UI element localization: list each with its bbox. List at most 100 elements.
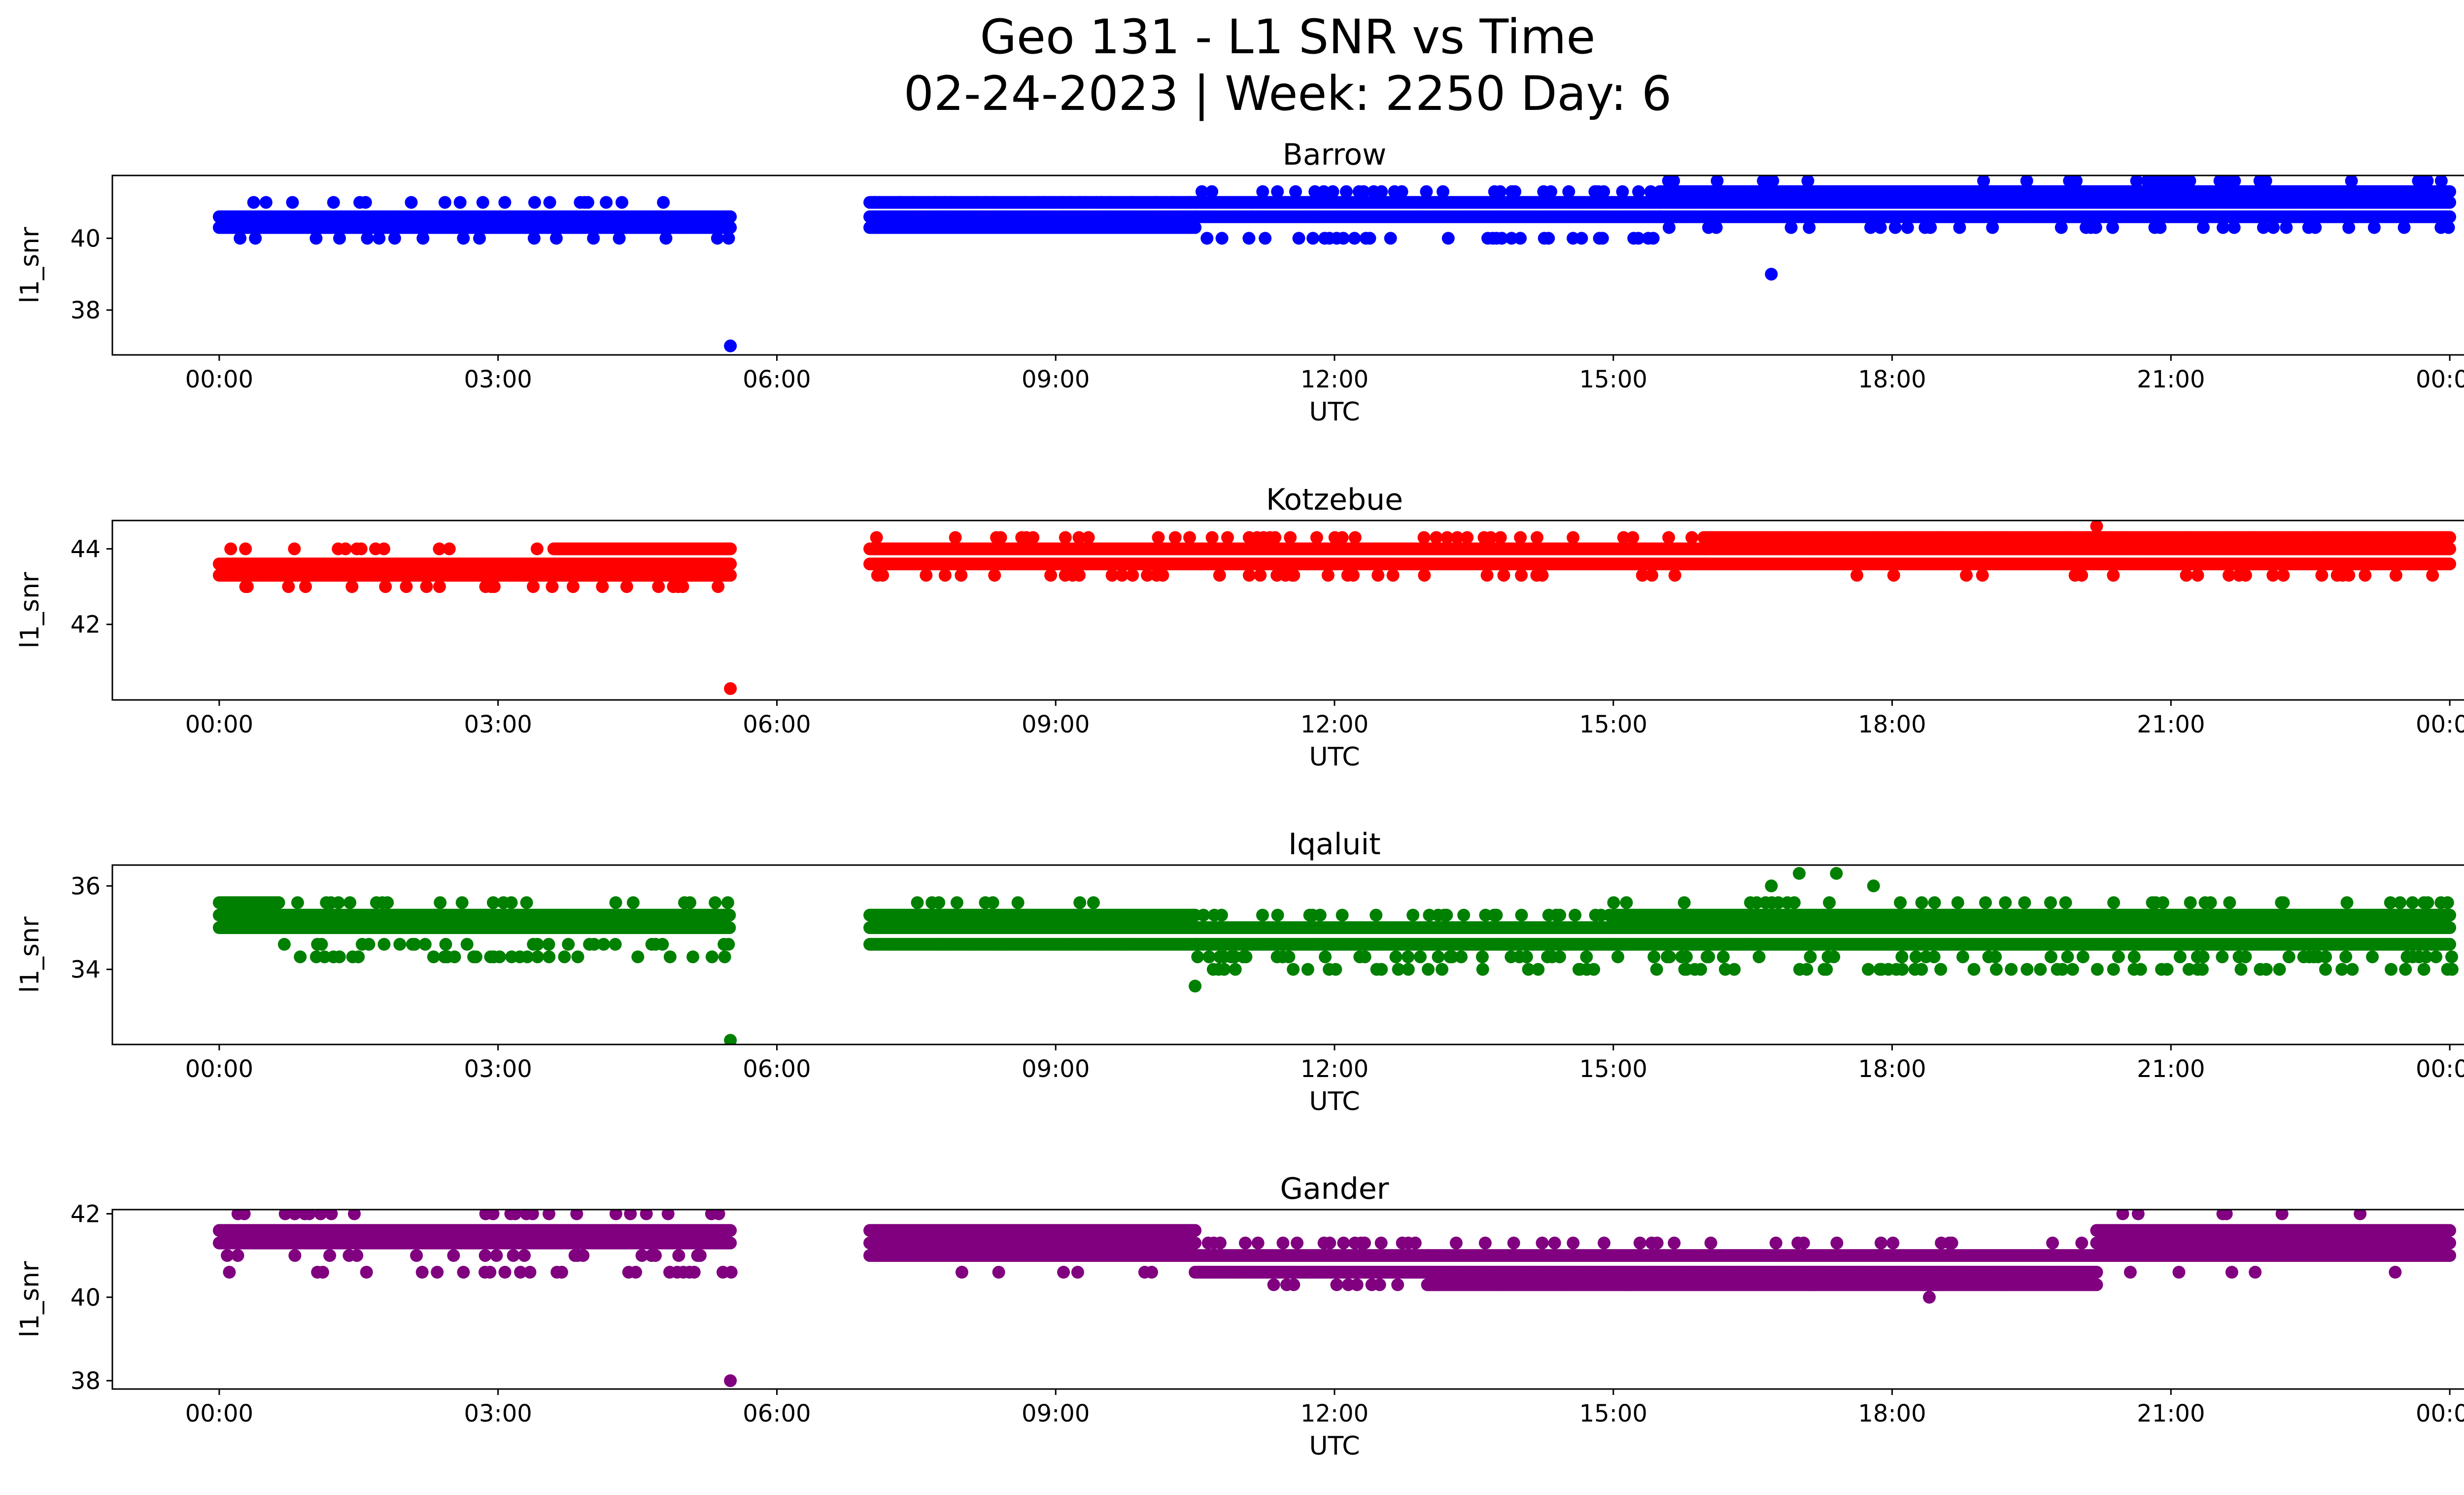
data-point — [2309, 221, 2322, 234]
data-point — [1494, 531, 1507, 544]
data-point — [711, 232, 724, 245]
y-axis-label: l1_snr — [15, 227, 45, 304]
x-tick-label: 18:00 — [1858, 366, 1926, 393]
data-point — [1384, 232, 1397, 245]
data-point — [327, 196, 340, 209]
data-point — [613, 232, 626, 245]
data-point — [1766, 175, 1780, 187]
data-point — [994, 531, 1007, 544]
data-point — [2280, 221, 2293, 234]
data-point — [1195, 185, 1208, 198]
data-point — [2197, 221, 2210, 234]
data-point — [1544, 185, 1557, 198]
data-point — [1335, 531, 1349, 544]
data-point — [596, 580, 609, 593]
data-point — [359, 196, 372, 209]
data-point — [1542, 232, 1555, 245]
data-point — [920, 569, 933, 582]
data-point — [2442, 221, 2455, 234]
data-point — [945, 196, 958, 209]
data-point — [1617, 531, 1630, 544]
data-point — [1189, 221, 1202, 234]
data-point — [620, 580, 633, 593]
data-point — [1420, 185, 1433, 198]
data-point — [1632, 232, 1645, 245]
data-point — [249, 232, 262, 245]
data-point — [379, 580, 392, 593]
data-point — [1221, 531, 1234, 544]
data-point — [1254, 569, 1267, 582]
data-point — [1306, 232, 1320, 245]
data-point — [2434, 175, 2448, 187]
data-point — [1310, 531, 1323, 544]
data-point — [1888, 221, 1902, 234]
data-point — [1646, 232, 1660, 245]
data-point — [1156, 569, 1169, 582]
data-point — [234, 232, 247, 245]
data-point — [2267, 221, 2280, 234]
data-point — [373, 232, 386, 245]
data-point — [676, 580, 689, 593]
data-point — [438, 196, 451, 209]
data-point — [988, 196, 1000, 209]
data-point — [345, 580, 359, 593]
data-point — [1515, 569, 1528, 582]
data-point — [2257, 221, 2270, 234]
data-point — [433, 542, 446, 556]
data-point — [1685, 531, 1699, 544]
data-point — [457, 232, 470, 245]
chart-title: Barrow — [1283, 138, 1387, 172]
data-point — [1027, 531, 1040, 544]
data-point — [2183, 175, 2196, 187]
data-point — [1901, 221, 1914, 234]
data-point — [1441, 232, 1455, 245]
data-point — [1337, 232, 1350, 245]
data-point — [722, 232, 735, 245]
data-point — [259, 196, 273, 209]
data-point — [1082, 531, 1095, 544]
chart-title: Kotzebue — [1266, 483, 1403, 517]
data-point — [894, 196, 907, 209]
data-point — [876, 569, 890, 582]
data-point — [1977, 175, 1990, 187]
data-point — [1505, 232, 1518, 245]
data-point — [1339, 185, 1353, 198]
data-point — [657, 196, 670, 209]
data-point — [1597, 185, 1610, 198]
data-point — [282, 580, 295, 593]
data-point — [1271, 185, 1284, 198]
data-point — [870, 531, 883, 544]
data-point — [1357, 185, 1370, 198]
data-point — [361, 232, 374, 245]
data-point — [1803, 221, 1816, 234]
data-point — [1626, 531, 1640, 544]
data-point — [1645, 569, 1658, 582]
data-point — [1284, 531, 1297, 544]
data-point — [1205, 531, 1219, 544]
data-point — [1986, 221, 1999, 234]
data-point — [2367, 221, 2381, 234]
data-point — [2106, 221, 2119, 234]
data-point — [388, 232, 401, 245]
data-point — [527, 232, 541, 245]
figure-title-line2: 02-24-2023 | Week: 2250 Day: 6 — [903, 66, 1672, 121]
data-point — [712, 580, 725, 593]
data-point — [1784, 221, 1798, 234]
x-tick-label: 06:00 — [743, 366, 811, 393]
data-point — [377, 542, 390, 556]
data-point — [354, 542, 368, 556]
data-point — [1562, 185, 1575, 198]
data-point — [1864, 221, 1877, 234]
outlier-point — [1765, 268, 1778, 281]
data-point — [1215, 232, 1229, 245]
data-point — [659, 232, 673, 245]
data-point — [1440, 531, 1454, 544]
data-point — [1636, 569, 1649, 582]
data-point — [2342, 221, 2356, 234]
data-point — [1531, 531, 1543, 544]
data-point — [1575, 232, 1588, 245]
data-point — [1395, 185, 1408, 198]
data-point — [1710, 221, 1723, 234]
data-point — [1363, 232, 1376, 245]
data-point — [949, 531, 962, 544]
